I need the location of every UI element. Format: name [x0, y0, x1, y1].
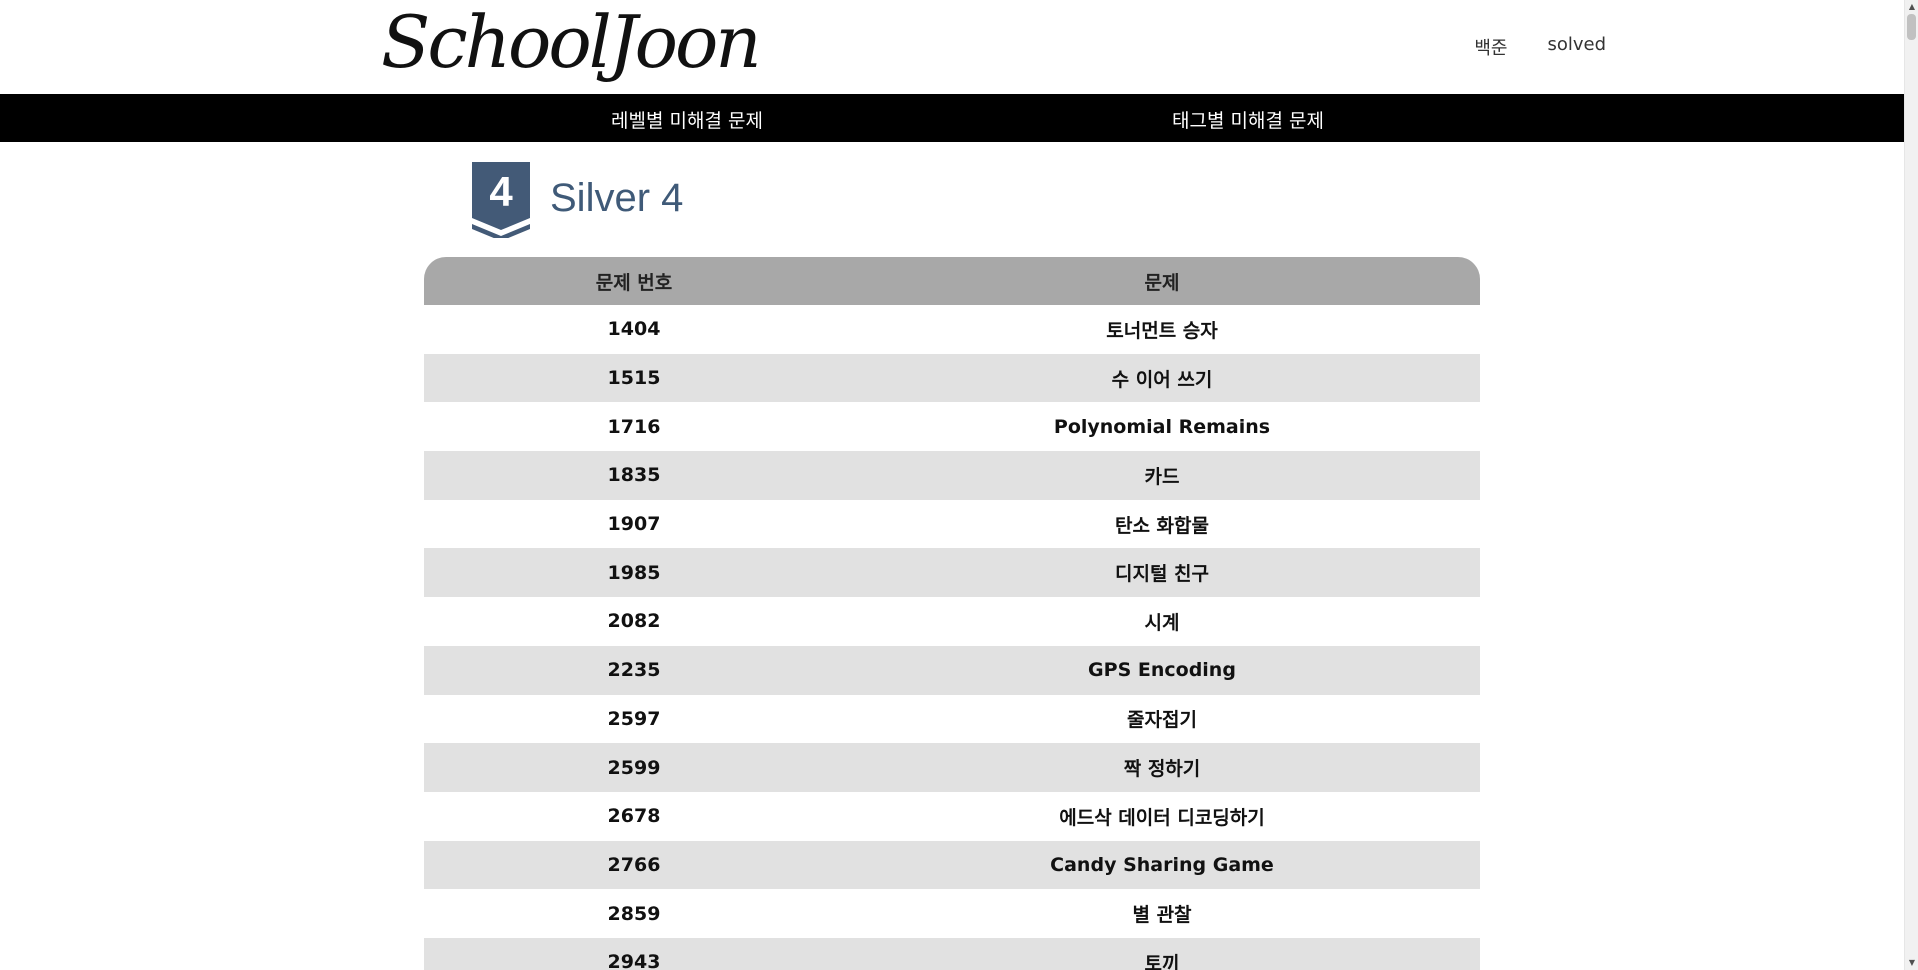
- problem-title[interactable]: Polynomial Remains: [844, 402, 1480, 452]
- problem-title[interactable]: 수 이어 쓰기: [844, 353, 1480, 403]
- problem-number[interactable]: 1515: [424, 353, 844, 403]
- problem-number[interactable]: 2943: [424, 937, 844, 970]
- col-header-title: 문제: [844, 257, 1480, 305]
- scroll-thumb[interactable]: [1907, 14, 1916, 40]
- table-row[interactable]: 2082 시계: [424, 597, 1480, 646]
- problem-table-wrap: 문제 번호 문제 1404 토너먼트 승자 1515 수 이어 쓰기 1716 Polyn…: [424, 257, 1480, 970]
- problem-title[interactable]: 카드: [844, 451, 1480, 500]
- table-row[interactable]: 1404 토너먼트 승자: [424, 305, 1480, 354]
- baekjoon-link[interactable]: 백준: [1474, 38, 1508, 59]
- problem-number[interactable]: 2859: [424, 889, 844, 938]
- problem-title[interactable]: 디지털 친구: [844, 548, 1480, 598]
- table-row[interactable]: 2943 토끼: [424, 937, 1480, 970]
- nav-unsolved-by-tag[interactable]: 태그별 미해결 문제: [1172, 110, 1324, 132]
- table-header-row: 문제 번호 문제: [424, 257, 1480, 305]
- page-scrollbar[interactable]: ▲ ▼: [1904, 0, 1918, 970]
- top-links: 백준 solved: [1474, 34, 1606, 60]
- problem-number[interactable]: 2766: [424, 840, 844, 890]
- col-header-number: 문제 번호: [424, 257, 844, 305]
- site-logo[interactable]: SchoolJoon: [381, 0, 762, 84]
- badge-number: 4: [489, 168, 513, 215]
- problem-number[interactable]: 1907: [424, 499, 844, 549]
- table-row[interactable]: 2859 별 관찰: [424, 889, 1480, 938]
- level-title: Silver 4: [550, 175, 684, 220]
- problem-title[interactable]: 토너먼트 승자: [844, 305, 1480, 354]
- scroll-down-arrow-icon[interactable]: ▼: [1908, 958, 1916, 967]
- table-row[interactable]: 2678 에드삭 데이터 디코딩하기: [424, 791, 1480, 841]
- level-heading: 4 Silver 4: [472, 162, 683, 238]
- table-row[interactable]: 1716 Polynomial Remains: [424, 402, 1480, 452]
- problem-title[interactable]: 별 관찰: [844, 889, 1480, 938]
- problem-number[interactable]: 2599: [424, 743, 844, 792]
- table-row[interactable]: 2235 GPS Encoding: [424, 645, 1480, 695]
- solved-link[interactable]: solved: [1547, 34, 1606, 55]
- problem-number[interactable]: 2082: [424, 597, 844, 646]
- site-header: SchoolJoon 백준 solved: [0, 0, 1904, 94]
- problem-title[interactable]: 시계: [844, 597, 1480, 646]
- problem-number[interactable]: 1404: [424, 305, 844, 354]
- problem-title[interactable]: 탄소 화합물: [844, 499, 1480, 549]
- problem-title[interactable]: 에드삭 데이터 디코딩하기: [844, 791, 1480, 841]
- problem-number[interactable]: 2235: [424, 645, 844, 695]
- table-row[interactable]: 2766 Candy Sharing Game: [424, 840, 1480, 890]
- main-nav: 레벨별 미해결 문제 태그별 미해결 문제: [0, 94, 1904, 142]
- silver-tier-badge-icon: 4: [472, 162, 530, 238]
- problem-title[interactable]: GPS Encoding: [844, 645, 1480, 695]
- problem-title[interactable]: 짝 정하기: [844, 743, 1480, 792]
- table-row[interactable]: 1515 수 이어 쓰기: [424, 353, 1480, 403]
- problem-number[interactable]: 1985: [424, 548, 844, 598]
- problem-number[interactable]: 2678: [424, 791, 844, 841]
- table-row[interactable]: 1985 디지털 친구: [424, 548, 1480, 598]
- problem-number[interactable]: 1716: [424, 402, 844, 452]
- problem-title[interactable]: 줄자접기: [844, 694, 1480, 744]
- problem-number[interactable]: 1835: [424, 451, 844, 500]
- problem-title[interactable]: Candy Sharing Game: [844, 840, 1480, 890]
- table-row[interactable]: 2597 줄자접기: [424, 694, 1480, 744]
- table-row[interactable]: 1907 탄소 화합물: [424, 499, 1480, 549]
- scroll-up-arrow-icon[interactable]: ▲: [1908, 2, 1916, 11]
- table-row[interactable]: 1835 카드: [424, 451, 1480, 500]
- table-row[interactable]: 2599 짝 정하기: [424, 743, 1480, 792]
- problem-number[interactable]: 2597: [424, 694, 844, 744]
- problem-rows: 1404 토너먼트 승자 1515 수 이어 쓰기 1716 Polynomial Rem…: [424, 305, 1480, 970]
- nav-unsolved-by-level[interactable]: 레벨별 미해결 문제: [611, 110, 763, 132]
- problem-title[interactable]: 토끼: [844, 937, 1480, 970]
- problem-table: 문제 번호 문제 1404 토너먼트 승자 1515 수 이어 쓰기 1716 Polyn…: [424, 257, 1480, 970]
